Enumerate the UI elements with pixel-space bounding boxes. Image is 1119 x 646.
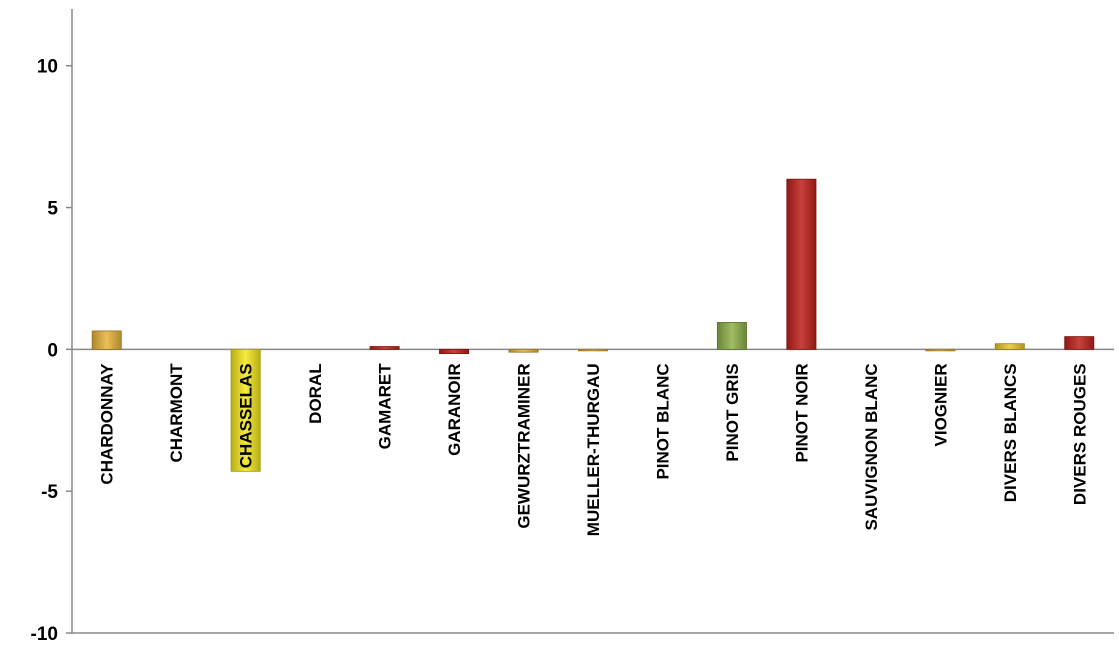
x-category-label: CHASSELAS	[237, 363, 256, 468]
x-category-label: DORAL	[306, 363, 325, 423]
y-tick-label: -10	[31, 624, 58, 645]
bar-mueller-thurgau	[578, 348, 608, 352]
x-category-label: CHARDONNAY	[98, 363, 117, 485]
x-axis-labels: CHARDONNAY CHARMONT CHASSELAS DORAL GAMARET G…	[98, 363, 1090, 536]
y-tick-label: 0	[47, 340, 58, 361]
x-category-label: GEWURZTRAMINER	[515, 363, 534, 528]
x-category-label: DIVERS BLANCS	[1001, 363, 1020, 502]
x-category-label: PINOT NOIR	[792, 363, 811, 462]
y-tick-label: 5	[47, 199, 58, 220]
bar-pinot-noir	[786, 178, 817, 350]
bar-garanoir	[439, 348, 470, 355]
bar-divers-blancs	[994, 343, 1025, 350]
bar-viognier	[925, 348, 956, 352]
x-category-label: PINOT GRIS	[723, 363, 742, 461]
x-category-label: SAUVIGNON BLANC	[862, 363, 881, 530]
bar-chasselas	[230, 348, 261, 472]
x-category-label: GAMARET	[376, 363, 395, 450]
bar-gewurztraminer	[508, 348, 539, 353]
x-category-label: VIOGNIER	[931, 363, 950, 446]
y-axis-ticks: -10 -5 0 5 10	[31, 57, 72, 645]
bar-gamaret	[369, 346, 400, 350]
bar-divers-rouges	[1064, 336, 1095, 350]
x-category-label: CHARMONT	[167, 363, 186, 463]
bar-chardonnay	[91, 330, 122, 350]
bars	[91, 178, 1095, 472]
axes	[71, 9, 1114, 634]
x-category-label: PINOT BLANC	[653, 363, 672, 479]
y-tick-label: -5	[41, 482, 58, 503]
x-category-label: MUELLER-THURGAU	[584, 363, 603, 536]
bar-pinot-gris	[716, 322, 747, 350]
x-category-label: DIVERS ROUGES	[1070, 363, 1089, 505]
y-tick-label: 10	[37, 57, 58, 78]
x-category-label: GARANOIR	[445, 363, 464, 456]
